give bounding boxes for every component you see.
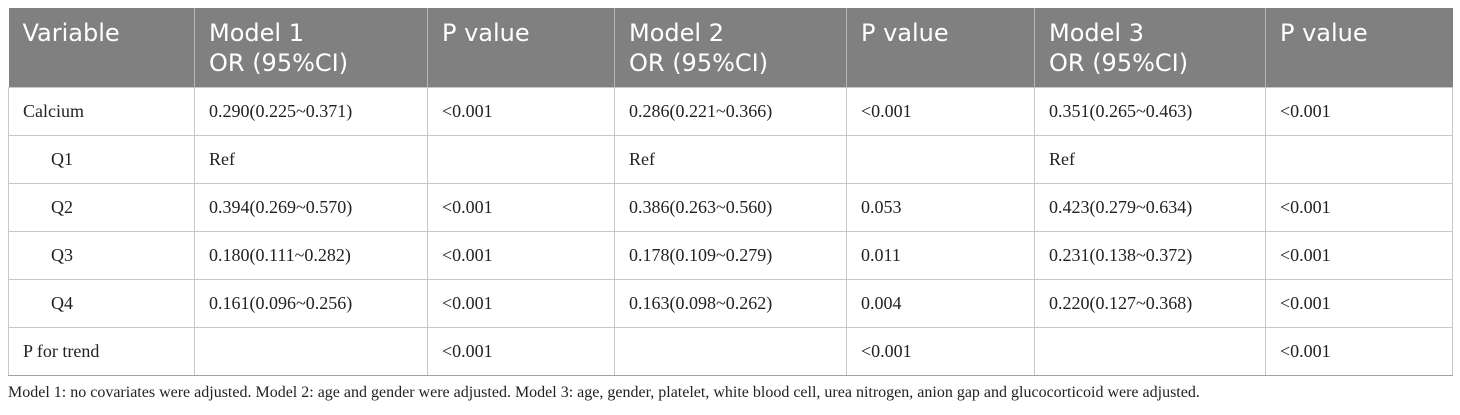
cell-model-2-p: 0.004 (846, 278, 1035, 328)
table-row-q4: Q4 0.161(0.096~0.256) <0.001 0.163(0.098… (8, 278, 1453, 328)
cell-variable: Q1 (8, 134, 195, 184)
cell-model-3-p: <0.001 (1265, 230, 1453, 280)
cell-model-1-p: <0.001 (427, 326, 615, 376)
header-label: Model 2 (629, 19, 724, 47)
table-row-q1: Q1 Ref Ref Ref (8, 134, 1453, 184)
cell-model-2-or: 0.286(0.221~0.366) (614, 86, 847, 136)
cell-model-1-p: <0.001 (427, 86, 615, 136)
header-model-3: Model 3 OR (95%CI) (1034, 8, 1266, 87)
cell-model-3-p: <0.001 (1265, 326, 1453, 376)
cell-model-1-p: <0.001 (427, 278, 615, 328)
cell-model-1-p: <0.001 (427, 182, 615, 232)
cell-model-3-p: <0.001 (1265, 86, 1453, 136)
header-label: Model 1 (209, 19, 304, 47)
cell-model-1-or: 0.161(0.096~0.256) (194, 278, 428, 328)
cell-model-3-or: Ref (1034, 134, 1266, 184)
cell-model-2-or: 0.163(0.098~0.262) (614, 278, 847, 328)
table-footnote: Model 1: no covariates were adjusted. Mo… (8, 384, 1200, 401)
cell-model-2-p (846, 134, 1035, 184)
header-label: P value (1280, 19, 1368, 47)
cell-model-2-p: 0.053 (846, 182, 1035, 232)
header-variable: Variable (8, 8, 195, 87)
header-model-1: Model 1 OR (95%CI) (194, 8, 428, 87)
results-table-container: Variable Model 1 OR (95%CI) P value Mode… (8, 8, 1453, 376)
cell-model-1-or: 0.180(0.111~0.282) (194, 230, 428, 280)
cell-model-1-or (194, 326, 428, 376)
cell-model-1-p: <0.001 (427, 230, 615, 280)
cell-model-3-p (1265, 134, 1453, 184)
cell-model-3-or: 0.231(0.138~0.372) (1034, 230, 1266, 280)
cell-model-1-or: Ref (194, 134, 428, 184)
header-model-2: Model 2 OR (95%CI) (614, 8, 847, 87)
cell-variable: Q4 (8, 278, 195, 328)
cell-model-2-or: Ref (614, 134, 847, 184)
table-row-p-for-trend: P for trend <0.001 <0.001 <0.001 (8, 326, 1453, 376)
header-label: Variable (22, 19, 120, 47)
table-body: Calcium 0.290(0.225~0.371) <0.001 0.286(… (8, 86, 1453, 376)
header-p-value-3: P value (1265, 8, 1453, 87)
header-row: Variable Model 1 OR (95%CI) P value Mode… (8, 8, 1453, 87)
cell-model-2-p: <0.001 (846, 326, 1035, 376)
cell-model-2-p: 0.011 (846, 230, 1035, 280)
header-sublabel: OR (95%CI) (629, 49, 769, 77)
table-row-calcium: Calcium 0.290(0.225~0.371) <0.001 0.286(… (8, 86, 1453, 136)
cell-variable: Q3 (8, 230, 195, 280)
header-sublabel: OR (95%CI) (209, 49, 349, 77)
cell-model-2-or (614, 326, 847, 376)
cell-model-3-or: 0.220(0.127~0.368) (1034, 278, 1266, 328)
cell-model-3-or: 0.351(0.265~0.463) (1034, 86, 1266, 136)
cell-model-3-or: 0.423(0.279~0.634) (1034, 182, 1266, 232)
table-row-q3: Q3 0.180(0.111~0.282) <0.001 0.178(0.109… (8, 230, 1453, 280)
cell-model-3-p: <0.001 (1265, 182, 1453, 232)
header-label: P value (861, 19, 949, 47)
cell-model-2-or: 0.178(0.109~0.279) (614, 230, 847, 280)
header-label: P value (442, 19, 530, 47)
cell-variable: Q2 (8, 182, 195, 232)
cell-model-3-or (1034, 326, 1266, 376)
header-sublabel: OR (95%CI) (1049, 49, 1189, 77)
cell-variable: P for trend (8, 326, 195, 376)
header-p-value-2: P value (846, 8, 1035, 87)
header-label: Model 3 (1049, 19, 1144, 47)
results-table: Variable Model 1 OR (95%CI) P value Mode… (8, 8, 1453, 376)
header-p-value-1: P value (427, 8, 615, 87)
cell-model-1-or: 0.394(0.269~0.570) (194, 182, 428, 232)
cell-model-1-p (427, 134, 615, 184)
cell-model-2-p: <0.001 (846, 86, 1035, 136)
cell-model-2-or: 0.386(0.263~0.560) (614, 182, 847, 232)
table-row-q2: Q2 0.394(0.269~0.570) <0.001 0.386(0.263… (8, 182, 1453, 232)
cell-model-3-p: <0.001 (1265, 278, 1453, 328)
table-header: Variable Model 1 OR (95%CI) P value Mode… (8, 8, 1453, 87)
cell-model-1-or: 0.290(0.225~0.371) (194, 86, 428, 136)
cell-variable: Calcium (8, 86, 195, 136)
